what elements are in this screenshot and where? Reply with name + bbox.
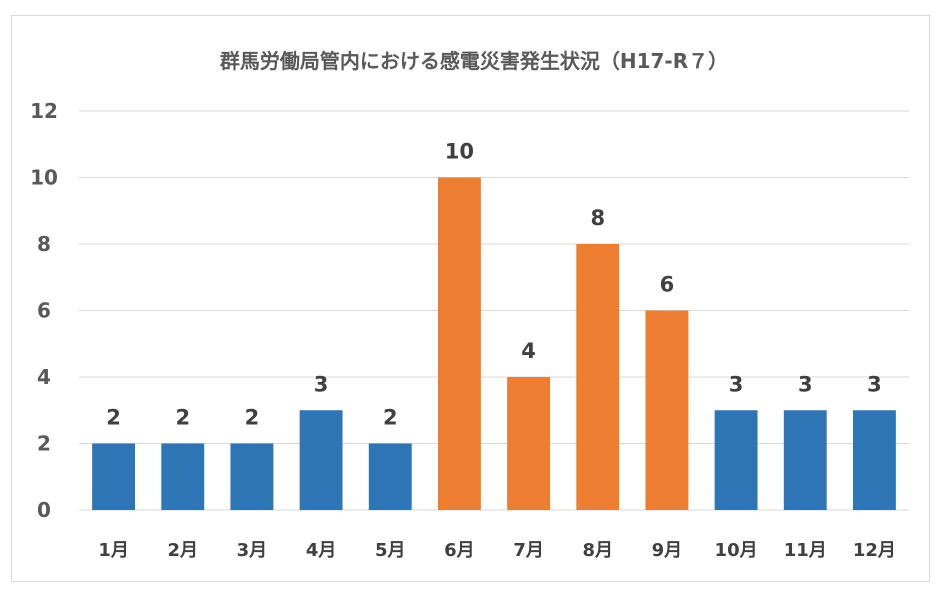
data-label: 3 <box>798 372 813 396</box>
x-tick-label: 8月 <box>582 540 613 561</box>
bar <box>645 310 689 510</box>
x-tick-label: 3月 <box>237 540 268 561</box>
bar <box>161 443 205 510</box>
data-label: 6 <box>660 273 675 297</box>
y-tick-label: 10 <box>30 166 58 190</box>
chart-title: 群馬労働局管内における感電災害発生状況（H17-R７） <box>219 49 728 73</box>
bar <box>230 443 274 510</box>
y-tick-label: 8 <box>37 232 51 256</box>
y-axis-ticks: 0 2 4 6 8 10 12 <box>30 99 58 522</box>
x-tick-label: 10月 <box>715 540 758 561</box>
bar <box>507 377 551 510</box>
bar <box>783 410 827 510</box>
data-label: 4 <box>521 339 536 363</box>
y-tick-label: 6 <box>37 299 51 323</box>
bars <box>92 177 896 510</box>
gridlines <box>79 110 909 511</box>
x-tick-label: 7月 <box>513 540 544 561</box>
data-label: 3 <box>729 372 744 396</box>
y-tick-label: 4 <box>37 365 51 389</box>
bar <box>714 410 758 510</box>
y-tick-label: 2 <box>37 432 51 456</box>
data-label: 8 <box>590 206 605 230</box>
x-tick-label: 2月 <box>167 540 198 561</box>
y-tick-label: 12 <box>30 99 58 123</box>
data-label: 2 <box>245 406 260 430</box>
x-axis-ticks: 1月 2月 3月 4月 5月 6月 7月 8月 9月 10月 11月 12月 <box>98 540 896 561</box>
data-label: 3 <box>314 372 329 396</box>
bar <box>852 410 896 510</box>
bar <box>368 443 412 510</box>
bar <box>92 443 136 510</box>
data-label: 2 <box>175 406 190 430</box>
bar <box>299 410 343 510</box>
x-tick-label: 5月 <box>375 540 406 561</box>
x-tick-label: 6月 <box>444 540 475 561</box>
x-tick-label: 11月 <box>784 540 827 561</box>
x-tick-label: 12月 <box>853 540 896 561</box>
bar <box>576 244 620 510</box>
y-tick-label: 0 <box>37 498 51 522</box>
x-tick-label: 4月 <box>306 540 337 561</box>
data-label: 3 <box>867 372 882 396</box>
data-label: 10 <box>445 140 474 164</box>
data-label: 2 <box>383 406 398 430</box>
bar <box>437 177 481 510</box>
x-tick-label: 1月 <box>98 540 129 561</box>
data-labels: 2 2 2 3 2 10 4 8 6 3 3 3 <box>106 140 881 430</box>
data-label: 2 <box>106 406 121 430</box>
x-tick-label: 9月 <box>652 540 683 561</box>
